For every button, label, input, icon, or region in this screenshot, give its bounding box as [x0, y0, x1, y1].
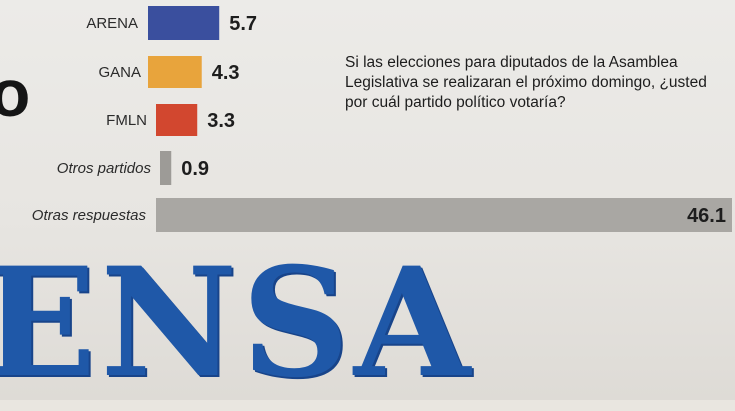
- bar-fmln: [156, 104, 198, 136]
- bar-arena: [148, 6, 220, 40]
- value-label: 5.7: [229, 13, 257, 35]
- poll-bar-chart: ARENA 5.7 GANA 4.3 FMLN 3.3 Otros partidos 0.9 O…: [32, 6, 732, 232]
- bar-gana: [148, 56, 202, 88]
- value-label: 3.3: [207, 110, 235, 132]
- poll-question: Si las elecciones para diputados de la A…: [345, 54, 707, 111]
- category-label: FMLN: [106, 112, 147, 129]
- category-label: ARENA: [86, 15, 138, 32]
- value-label: 46.1: [687, 205, 726, 227]
- value-label: 4.3: [212, 62, 240, 84]
- masthead-fragment: ENSA: [0, 235, 475, 411]
- value-label: 0.9: [181, 158, 209, 180]
- bar-otras-respuestas: [156, 198, 732, 232]
- bar-otros-partidos: [160, 151, 172, 185]
- category-label: Otros partidos: [57, 160, 152, 177]
- category-label: GANA: [98, 64, 141, 81]
- headline-fragment: o: [0, 56, 31, 130]
- category-label: Otras respuestas: [32, 207, 147, 224]
